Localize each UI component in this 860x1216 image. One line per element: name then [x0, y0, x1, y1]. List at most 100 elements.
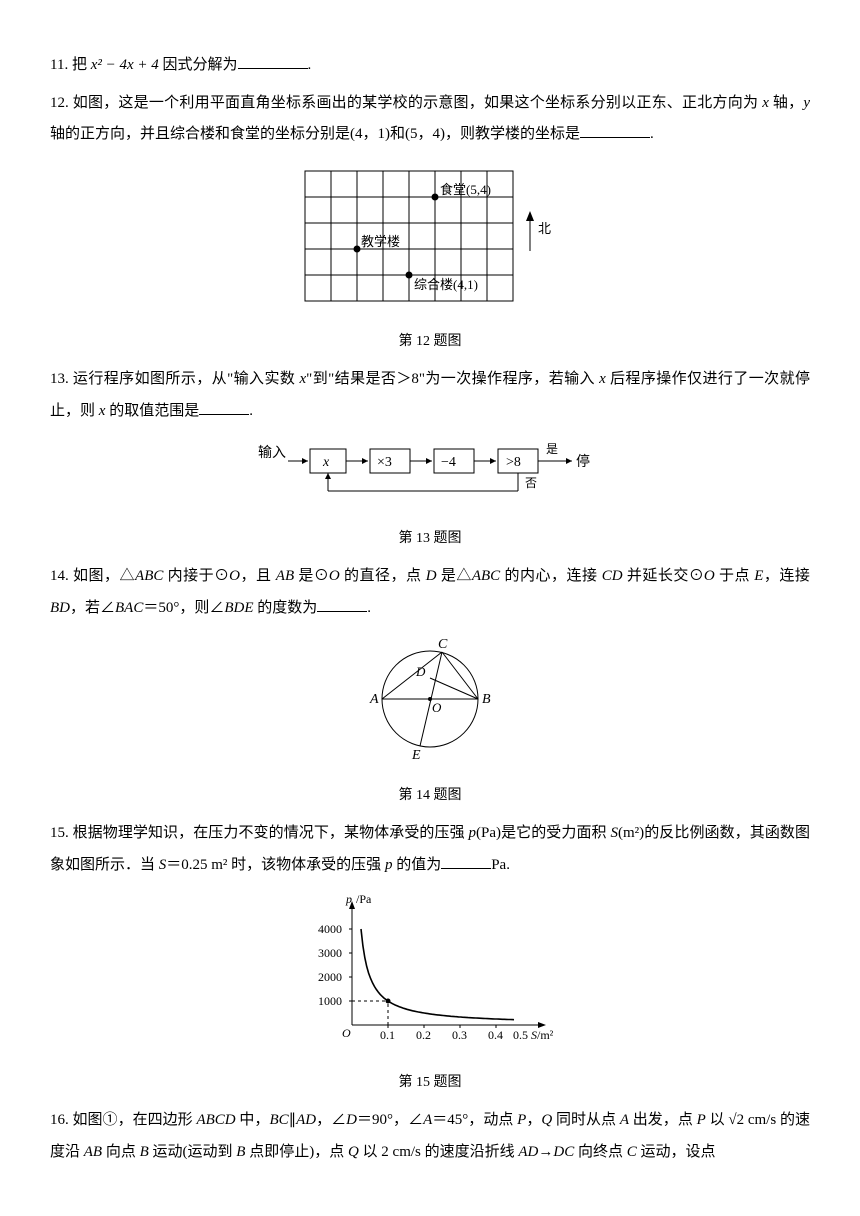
- q14-j: ，连接: [763, 568, 810, 584]
- fc-no: 否: [525, 476, 537, 490]
- fc-stop: 停: [576, 453, 590, 470]
- q12-x: x: [762, 95, 769, 111]
- ylabel2: /Pa: [356, 892, 372, 906]
- svg-text:0.4: 0.4: [488, 1028, 503, 1042]
- q16-c: ∥: [289, 1112, 297, 1128]
- q15-b: (Pa)是它的受力面积: [476, 825, 610, 841]
- svg-text:O: O: [432, 700, 442, 715]
- q11-text-a: 11. 把: [50, 57, 91, 73]
- q14-n: .: [367, 600, 371, 616]
- q14-t4: O: [329, 568, 340, 584]
- q14-t3: AB: [276, 568, 294, 584]
- q16-l: 运动(运动到: [149, 1144, 237, 1160]
- q16-a: 16. 如图①，在四边形: [50, 1112, 196, 1128]
- svg-text:1000: 1000: [318, 994, 342, 1008]
- fc-mul: ×3: [377, 455, 392, 470]
- svg-text:0.1: 0.1: [380, 1028, 395, 1042]
- q14-t6: ABC: [472, 568, 500, 584]
- svg-text:3000: 3000: [318, 946, 342, 960]
- q16-t7: Q: [541, 1112, 552, 1128]
- q12-c: 轴，: [769, 95, 803, 111]
- caption-15: 第 15 题图: [50, 1068, 810, 1097]
- figure-14: C A B D O E: [50, 634, 810, 777]
- ylabel: p: [345, 892, 352, 906]
- q13-d: x: [599, 371, 606, 387]
- circle-figure: C A B D O E: [360, 634, 500, 764]
- q14-c: ，且: [240, 568, 276, 584]
- label-north: 北: [538, 221, 551, 236]
- q16-e: ＝90°，∠: [357, 1112, 423, 1128]
- q15-e: 的值为: [392, 857, 441, 873]
- q14-b: 内接于⊙: [163, 568, 229, 584]
- question-16: 16. 如图①，在四边形 ABCD 中，BC∥AD，∠D＝90°，∠A＝45°，…: [50, 1105, 810, 1168]
- q14-t5: D: [426, 568, 437, 584]
- fc-input: 输入: [258, 445, 286, 461]
- svg-text:A: A: [369, 692, 379, 707]
- chart-figure: p /Pa 0.5 S/m² O 1000 2000 3000 4000 0.1…: [300, 891, 560, 1051]
- q14-t12: BDE: [224, 600, 253, 616]
- q16-g: ，: [526, 1112, 541, 1128]
- q13-h: .: [249, 403, 253, 419]
- q16-d: ，∠: [316, 1112, 346, 1128]
- figure-13: 输入 x ×3 −4 >8 是 停 否: [50, 437, 810, 520]
- q12-e: 轴的正方向，并且综合楼和食堂的坐标分别是(4，1)和(5，4)，则教学楼的坐标是: [50, 126, 580, 142]
- q16-t10: AB: [84, 1144, 102, 1160]
- label-zonghe: 综合楼(4,1): [414, 277, 478, 292]
- q14-k: ，若∠: [70, 600, 115, 616]
- q16-m: 点即停止)，点: [245, 1144, 348, 1160]
- fc-x: x: [322, 455, 330, 470]
- fc-gt: >8: [506, 455, 521, 470]
- svg-text:0.3: 0.3: [452, 1028, 467, 1042]
- question-12: 12. 如图，这是一个利用平面直角坐标系画出的某学校的示意图，如果这个坐标系分别…: [50, 88, 810, 151]
- svg-text:0.2: 0.2: [416, 1028, 431, 1042]
- q13-g: 的取值范围是: [105, 403, 199, 419]
- q14-d: 是⊙: [294, 568, 329, 584]
- q15-f: Pa.: [491, 857, 510, 873]
- q14-i: 于点: [715, 568, 755, 584]
- q16-t13: Q: [348, 1144, 359, 1160]
- q14-g: 的内心，连接: [500, 568, 602, 584]
- svg-text:4000: 4000: [318, 922, 342, 936]
- q12-f: .: [650, 126, 654, 142]
- figure-12: 食堂(5,4) 教学楼 综合楼(4,1) 北: [50, 161, 810, 324]
- q13-a: 13. 运行程序如图所示，从"输入实数: [50, 371, 299, 387]
- caption-13: 第 13 题图: [50, 524, 810, 553]
- q14-t2: O: [229, 568, 240, 584]
- q16-t8: A: [620, 1112, 629, 1128]
- q14-l: ＝50°，则∠: [143, 600, 224, 616]
- q16-t2: BC: [269, 1112, 288, 1128]
- q16-t1: ABCD: [196, 1112, 235, 1128]
- q16-t5: A: [423, 1112, 432, 1128]
- svg-text:C: C: [438, 637, 448, 652]
- svg-text:E: E: [411, 748, 421, 763]
- question-11: 11. 把 x² − 4x + 4 因式分解为.: [50, 50, 810, 82]
- svg-text:B: B: [482, 692, 491, 707]
- q16-p: 向终点: [574, 1144, 627, 1160]
- q16-t15: DC: [553, 1144, 574, 1160]
- q16-o: →: [538, 1144, 553, 1160]
- label-shitang: 食堂(5,4): [440, 182, 491, 197]
- q14-t7: CD: [602, 568, 623, 584]
- q16-h: 同时从点: [552, 1112, 620, 1128]
- q14-t11: BAC: [115, 600, 143, 616]
- svg-text:D: D: [415, 664, 426, 679]
- label-jiaoxue: 教学楼: [361, 234, 400, 249]
- q16-t6: P: [517, 1112, 526, 1128]
- figure-15: p /Pa 0.5 S/m² O 1000 2000 3000 4000 0.1…: [50, 891, 810, 1064]
- q14-a: 14. 如图，△: [50, 568, 135, 584]
- q11-text-b: 因式分解为: [159, 57, 238, 73]
- svg-text:2000: 2000: [318, 970, 342, 984]
- q13-blank: [199, 399, 249, 415]
- question-13: 13. 运行程序如图所示，从"输入实数 x"到"结果是否＞8"为一次操作程序，若…: [50, 364, 810, 427]
- q11-text-c: .: [308, 57, 312, 73]
- q16-t9: P: [697, 1112, 706, 1128]
- q11-blank: [238, 53, 308, 69]
- question-15: 15. 根据物理学知识，在压力不变的情况下，某物体承受的压强 p(Pa)是它的受…: [50, 818, 810, 881]
- q15-d: ＝0.25 m² 时，该物体承受的压强: [166, 857, 385, 873]
- q16-f: ＝45°，动点: [432, 1112, 517, 1128]
- q15-t2: S: [610, 825, 618, 841]
- q16-t11: B: [140, 1144, 149, 1160]
- q14-t8: O: [704, 568, 715, 584]
- question-14: 14. 如图，△ABC 内接于⊙O，且 AB 是⊙O 的直径，点 D 是△ABC…: [50, 561, 810, 624]
- q16-t3: AD: [296, 1112, 316, 1128]
